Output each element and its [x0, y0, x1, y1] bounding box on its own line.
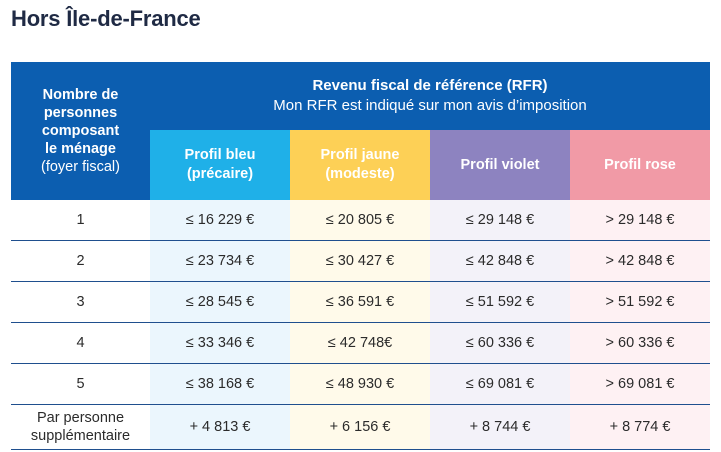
header-line: personnes — [43, 105, 118, 121]
violet-cell: ≤ 29 148 € — [430, 200, 570, 241]
persons-cell: 2 — [11, 240, 150, 282]
jaune-cell: ≤ 30 427 € — [290, 240, 430, 282]
violet-cell: ≤ 42 848 € — [430, 240, 570, 282]
bleu-cell: ≤ 38 168 € — [150, 363, 290, 405]
profile-jaune-header: Profil jaune (modeste) — [290, 130, 430, 200]
profile-violet-header: Profil violet — [430, 130, 570, 200]
profile-label: Profil jaune — [320, 147, 400, 163]
profile-rose-header: Profil rose — [570, 130, 711, 200]
rose-cell: + 8 774 € — [570, 404, 711, 450]
profile-label: (précaire) — [186, 166, 254, 182]
extra-person-label: Par personne supplémentaire — [11, 404, 150, 450]
table-row: 3 ≤ 28 545 € ≤ 36 591 € ≤ 51 592 € > 51 … — [11, 281, 711, 323]
rose-cell: > 60 336 € — [570, 322, 711, 364]
table-row: 2 ≤ 23 734 € ≤ 30 427 € ≤ 42 848 € > 42 … — [11, 240, 711, 282]
rose-cell: > 42 848 € — [570, 240, 711, 282]
table-row: 5 ≤ 38 168 € ≤ 48 930 € ≤ 69 081 € > 69 … — [11, 363, 711, 405]
jaune-cell: ≤ 36 591 € — [290, 281, 430, 323]
rose-cell: > 69 081 € — [570, 363, 711, 405]
violet-cell: ≤ 51 592 € — [430, 281, 570, 323]
persons-cell: 1 — [11, 200, 150, 241]
table-row: 4 ≤ 33 346 € ≤ 42 748€ ≤ 60 336 € > 60 3… — [11, 322, 711, 364]
table-row-extra: Par personne supplémentaire + 4 813 € + … — [11, 404, 711, 450]
rfr-table: Nombre de personnes composant le ménage … — [11, 62, 711, 450]
header-line: Nombre de — [42, 87, 119, 103]
extra-label-line: supplémentaire — [30, 428, 131, 444]
bleu-cell: + 4 813 € — [150, 404, 290, 450]
jaune-cell: + 6 156 € — [290, 404, 430, 450]
bleu-cell: ≤ 28 545 € — [150, 281, 290, 323]
header-subline: (foyer fiscal) — [41, 159, 120, 175]
persons-cell: 5 — [11, 363, 150, 405]
rfr-subtitle: Mon RFR est indiqué sur mon avis d’impos… — [273, 97, 587, 114]
bleu-cell: ≤ 23 734 € — [150, 240, 290, 282]
table-row: 1 ≤ 16 229 € ≤ 20 805 € ≤ 29 148 € > 29 … — [11, 200, 711, 241]
jaune-cell: ≤ 42 748€ — [290, 322, 430, 364]
header-line: composant — [41, 123, 120, 139]
rfr-title: Revenu fiscal de référence (RFR) — [312, 77, 548, 94]
extra-label-line: Par personne — [36, 410, 125, 426]
jaune-cell: ≤ 20 805 € — [290, 200, 430, 241]
profile-label: Profil rose — [604, 156, 676, 173]
profile-bleu-header: Profil bleu (précaire) — [150, 130, 290, 200]
jaune-cell: ≤ 48 930 € — [290, 363, 430, 405]
rose-cell: > 29 148 € — [570, 200, 711, 241]
rfr-header: Revenu fiscal de référence (RFR) Mon RFR… — [150, 62, 711, 130]
rose-cell: > 51 592 € — [570, 281, 711, 323]
profile-label: Profil violet — [460, 156, 540, 173]
profile-label: (modeste) — [325, 166, 395, 182]
violet-cell: ≤ 69 081 € — [430, 363, 570, 405]
persons-cell: 4 — [11, 322, 150, 364]
profile-label: Profil bleu — [184, 147, 256, 163]
persons-cell: 3 — [11, 281, 150, 323]
bleu-cell: ≤ 16 229 € — [150, 200, 290, 241]
violet-cell: + 8 744 € — [430, 404, 570, 450]
page-title: Hors Île-de-France — [11, 6, 201, 31]
household-size-header: Nombre de personnes composant le ménage … — [11, 62, 150, 200]
header-line: le ménage — [45, 141, 116, 157]
violet-cell: ≤ 60 336 € — [430, 322, 570, 364]
bleu-cell: ≤ 33 346 € — [150, 322, 290, 364]
